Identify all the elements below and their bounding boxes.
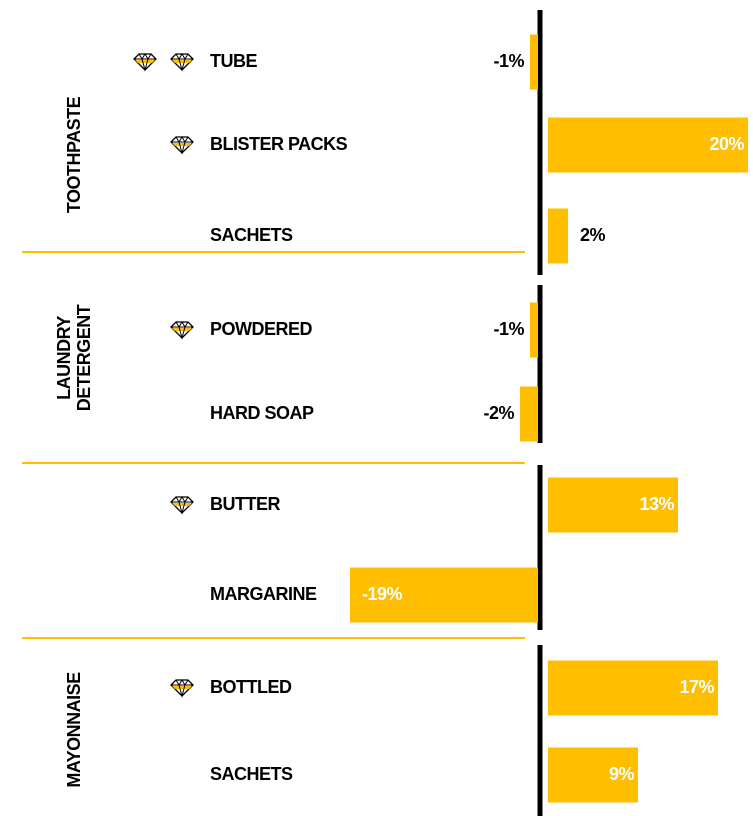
diamond-facets — [171, 321, 193, 340]
bar — [350, 567, 538, 623]
diamond-icon — [170, 53, 194, 72]
value-label: -1% — [493, 319, 524, 339]
bar — [548, 208, 568, 264]
bar — [548, 117, 748, 173]
category-label: HARD SOAP — [210, 403, 314, 423]
group-label: MAYONNAISE — [64, 672, 84, 788]
value-label: -19% — [362, 584, 403, 604]
diamond-band — [172, 328, 192, 331]
category-label: SACHETS — [210, 225, 293, 245]
category-label: BLISTER PACKS — [210, 134, 348, 154]
diamond-facets — [171, 136, 193, 155]
bar — [530, 302, 538, 358]
category-label: POWDERED — [210, 319, 313, 339]
value-label: 13% — [639, 494, 674, 514]
group-label: TOOTHPASTE — [64, 96, 84, 213]
bar — [520, 386, 538, 442]
diamond-icon — [170, 321, 194, 340]
diamond-icon — [133, 53, 157, 72]
category-label: SACHETS — [210, 764, 293, 784]
diamond-band — [135, 60, 155, 63]
diamond-band — [172, 143, 192, 146]
diamond-band — [172, 686, 192, 689]
diamond-band — [172, 60, 192, 63]
diamond-facets — [171, 679, 193, 698]
value-label: 17% — [679, 677, 714, 697]
bar — [530, 34, 538, 90]
value-label: 20% — [709, 134, 744, 154]
category-label: BOTTLED — [210, 677, 292, 697]
diamond-facets — [171, 53, 193, 72]
value-label: 2% — [580, 225, 606, 245]
bar — [548, 660, 718, 716]
diamond-facets — [171, 496, 193, 515]
diamond-facets — [134, 53, 156, 72]
diamond-band — [172, 503, 192, 506]
category-label: TUBE — [210, 51, 257, 71]
value-label: -1% — [493, 51, 524, 71]
diamond-icon — [170, 136, 194, 155]
category-label: BUTTER — [210, 494, 280, 514]
diamond-icon — [170, 679, 194, 698]
bar — [548, 747, 638, 803]
diamond-icon — [170, 496, 194, 515]
group-label-line: DETERGENT — [74, 304, 94, 411]
group-label-line: TOOTHPASTE — [64, 96, 84, 213]
group-label-line: LAUNDRY — [54, 316, 74, 400]
bar — [548, 477, 678, 533]
value-label: -2% — [483, 403, 514, 423]
value-label: 9% — [609, 764, 635, 784]
group-label-line: MAYONNAISE — [64, 672, 84, 788]
category-label: MARGARINE — [210, 584, 317, 604]
group-label: LAUNDRYDETERGENT — [54, 304, 94, 411]
